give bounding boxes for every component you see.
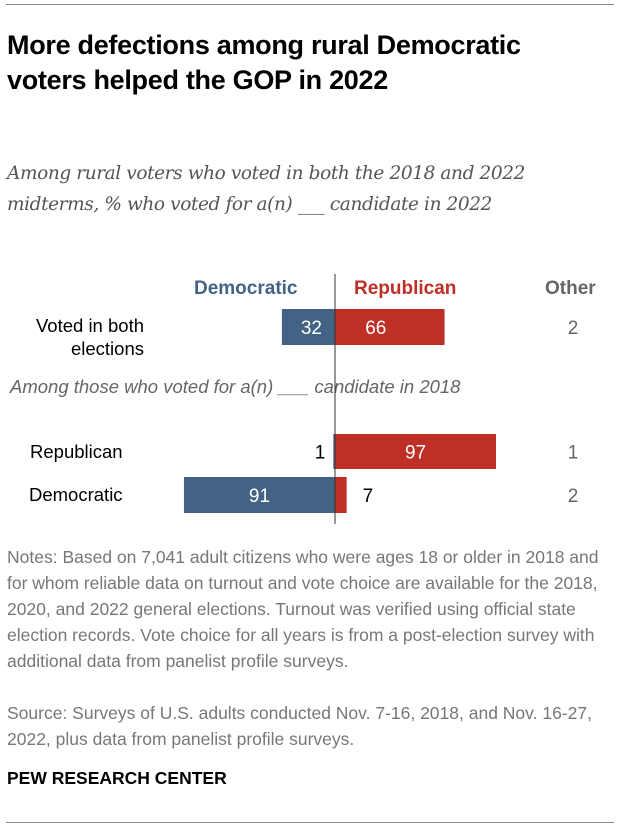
bar-republican-democratic	[335, 477, 347, 513]
row-label-democratic: Democratic	[29, 484, 123, 505]
label-republican-republican: 97	[405, 443, 426, 464]
top-rule	[6, 4, 614, 5]
chart-subtitle: Among rural voters who voted in both the…	[7, 163, 525, 215]
label-republican-voted-in-both-elections: 66	[365, 318, 386, 339]
source-text: Source: Surveys of U.S. adults conducted…	[7, 703, 592, 749]
label-democratic-republican: 1	[315, 443, 326, 464]
column-header-other: Other	[545, 278, 596, 299]
column-header-republican: Republican	[354, 278, 457, 299]
bar-republican-republican	[335, 434, 497, 469]
group-label: Among those who voted for a(n) ___ candi…	[10, 376, 461, 397]
label-democratic-democratic: 91	[249, 486, 270, 507]
label-other-republican: 1	[568, 443, 579, 464]
label-other-democratic: 2	[568, 486, 579, 507]
chart-title: More defections among rural Democratic v…	[7, 30, 521, 95]
bar-democratic-democratic	[183, 477, 335, 513]
column-header-democratic: Democratic	[194, 278, 298, 299]
bar-democratic-republican	[333, 434, 335, 469]
bottom-rule	[6, 822, 614, 823]
bar-republican-voted-in-both-elections	[335, 309, 445, 345]
pew-logo-text: PEW RESEARCH CENTER	[7, 768, 227, 788]
label-other-voted-in-both-elections: 2	[568, 318, 579, 339]
row-label-republican: Republican	[30, 441, 123, 462]
bar-democratic-voted-in-both-elections	[281, 309, 335, 345]
label-republican-democratic: 7	[363, 486, 374, 507]
label-democratic-voted-in-both-elections: 32	[301, 318, 322, 339]
notes-text: Notes: Based on 7,041 adult citizens who…	[7, 547, 599, 671]
row-label-voted-both: Voted in both elections	[35, 315, 144, 359]
